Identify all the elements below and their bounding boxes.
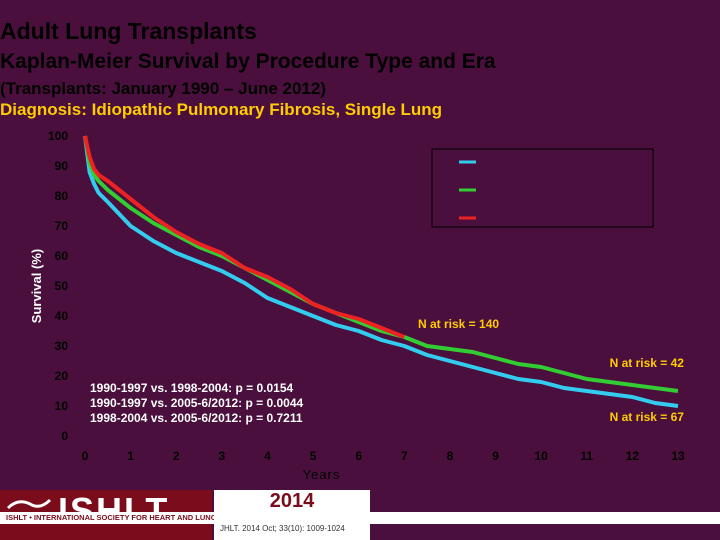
p-value-text: 1990-1997 vs. 1998-2004: p = 0.0154 [90, 381, 293, 395]
x-axis-title: Years [303, 467, 341, 482]
y-tick-label: 0 [61, 429, 68, 443]
x-tick-label: 2 [173, 449, 180, 463]
chart-subtitle-dates: (Transplants: January 1990 – June 2012) [0, 79, 326, 98]
series-line [83, 135, 406, 339]
y-tick-label: 50 [55, 279, 69, 293]
x-tick-label: 10 [534, 449, 548, 463]
x-tick-label: 9 [492, 449, 499, 463]
y-tick-label: 30 [55, 339, 69, 353]
p-value-text: 1998-2004 vs. 2005-6/2012: p = 0.7211 [90, 411, 303, 425]
heart-lung-logo-icon [6, 498, 52, 510]
series-line [83, 135, 679, 393]
year-label: 2014 [269, 490, 315, 512]
y-axis-title: Survival (%) [29, 249, 44, 323]
x-tick-label: 6 [355, 449, 362, 463]
x-tick-label: 11 [580, 449, 593, 463]
x-tick-label: 1 [127, 449, 134, 463]
n-at-risk-label: N at risk = 140 [418, 317, 499, 331]
y-tick-label: 20 [55, 369, 69, 383]
x-tick-label: 4 [264, 449, 271, 463]
y-tick-label: 70 [55, 219, 69, 233]
x-tick-label: 7 [401, 449, 408, 463]
ishlt-logo-text: ISHLT [58, 490, 170, 531]
legend-box [431, 148, 654, 228]
y-tick-label: 10 [55, 399, 69, 413]
y-tick-label: 40 [55, 309, 69, 323]
x-tick-label: 12 [626, 449, 640, 463]
y-tick-label: 90 [55, 159, 69, 173]
chart-subtitle-diagnosis: Diagnosis: Idiopathic Pulmonary Fibrosis… [0, 100, 443, 119]
x-tick-label: 5 [310, 449, 317, 463]
x-tick-label: 3 [219, 449, 226, 463]
y-tick-label: 60 [55, 249, 69, 263]
y-tick-label: 80 [55, 189, 69, 203]
x-tick-label: 8 [447, 449, 454, 463]
x-tick-label: 0 [82, 449, 89, 463]
page-title: Adult Lung Transplants [0, 18, 257, 44]
year-panel: 2014 JHLT. 2014 Oct; 33(10): 1009-1024 [214, 490, 370, 540]
y-tick-label: 100 [48, 129, 68, 143]
n-at-risk-label: N at risk = 42 [610, 356, 685, 370]
n-at-risk-label: N at risk = 67 [610, 410, 685, 424]
p-value-text: 1990-1997 vs. 2005-6/2012: p = 0.0044 [90, 396, 303, 410]
series-line [83, 135, 679, 408]
citation: JHLT. 2014 Oct; 33(10): 1009-1024 [220, 524, 345, 533]
chart-subtitle: Kaplan-Meier Survival by Procedure Type … [0, 50, 496, 73]
x-tick-label: 13 [671, 449, 685, 463]
